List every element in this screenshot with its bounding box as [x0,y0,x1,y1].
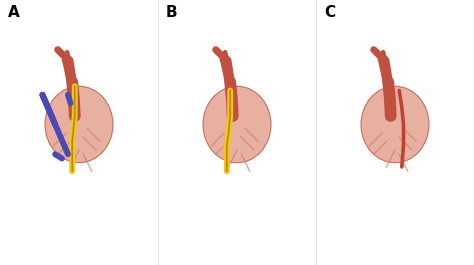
Text: C: C [324,5,335,20]
Text: B: B [166,5,178,20]
Ellipse shape [203,86,271,163]
Ellipse shape [361,86,429,163]
Text: A: A [8,5,20,20]
Ellipse shape [45,86,113,163]
